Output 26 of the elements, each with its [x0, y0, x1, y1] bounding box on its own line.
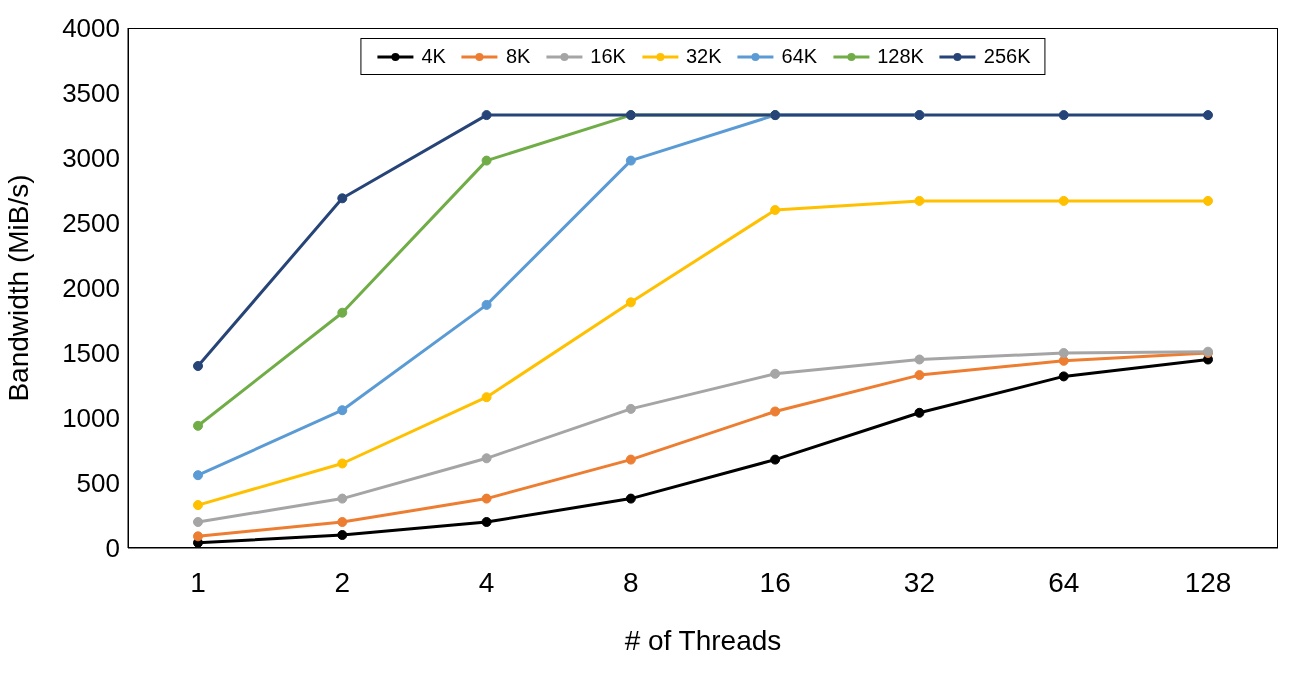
legend-label: 8K [505, 45, 531, 68]
y-tick-label: 2000 [62, 273, 120, 304]
y-tick-label: 4000 [62, 13, 120, 44]
x-tick-label: 4 [478, 566, 495, 598]
x-tick-label: 64 [1048, 566, 1080, 598]
y-tick-label: 0 [105, 533, 120, 564]
legend-label: 128K [877, 45, 924, 68]
x-tick-label: 32 [903, 566, 936, 598]
y-axis-title: Bandwidth (MiB/s) [2, 174, 34, 402]
y-tick-label: 3000 [62, 143, 120, 174]
legend-label: 256K [983, 45, 1031, 68]
y-tick-label: 2500 [62, 208, 120, 239]
x-tick-label: 128 [1184, 566, 1232, 598]
y-tick-label: 1500 [62, 338, 120, 369]
y-tick-label: 1000 [62, 403, 120, 434]
y-tick-label: 3500 [62, 78, 120, 109]
legend-label: 32K [685, 45, 722, 68]
y-tick-label: 500 [76, 468, 120, 499]
x-tick-label: 16 [759, 566, 791, 598]
x-axis-title: # of Threads [624, 625, 782, 656]
x-tick-label: 8 [623, 566, 639, 598]
legend-label: 16K [590, 45, 626, 68]
legend-label: 64K [781, 45, 818, 68]
x-tick-label: 1 [190, 566, 206, 598]
legend-label: 4K [421, 45, 446, 68]
x-tick-label: 2 [334, 566, 351, 598]
